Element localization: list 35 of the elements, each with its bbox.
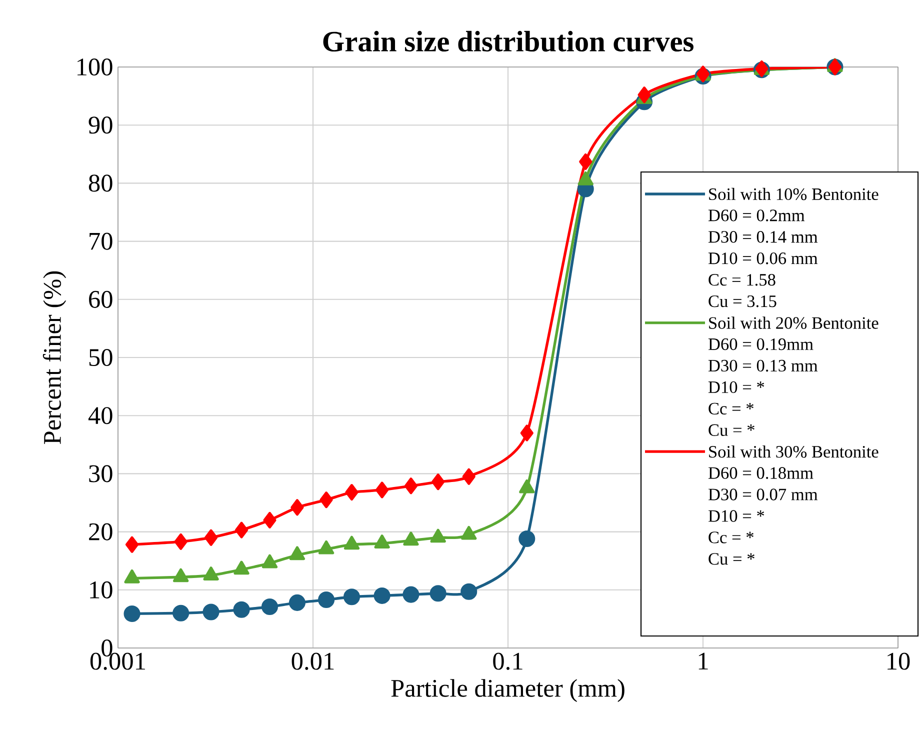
x-axis-title: Particle diameter (mm) <box>391 679 624 702</box>
y-axis-title: Percent finer (%) <box>42 271 66 444</box>
y-tick-label: 30 <box>89 465 112 482</box>
annotation: D30 = 0.14 mm <box>708 231 818 243</box>
annotation: Cu = 3.15 <box>708 295 776 308</box>
y-tick-label: 50 <box>89 348 112 366</box>
legend-label: Soil with 20% Bentonite <box>709 316 878 329</box>
chart-title: Grain size distribution curves <box>323 30 694 52</box>
y-tick-label: 20 <box>89 523 112 540</box>
y-tick-label: 80 <box>88 174 112 192</box>
annotation: D30 = 0.13 mm <box>708 360 818 372</box>
legend-label: Soil with 30% Bentonite <box>709 445 878 458</box>
annotation: Cu = * <box>708 553 754 565</box>
y-tick-label: 60 <box>89 290 112 308</box>
annotation: D60 = 0.19mm <box>708 338 814 350</box>
annotation: D10 = * <box>708 381 764 394</box>
annotation: D10 = * <box>708 510 764 522</box>
y-tick-label: 40 <box>88 407 112 424</box>
y-tick-label: 10 <box>90 581 112 598</box>
legend-label: Soil with 10% Bentonite <box>709 188 878 200</box>
annotation: D30 = 0.07 mm <box>708 488 818 500</box>
annotation: Cu = * <box>708 424 754 436</box>
y-tick-label: 100 <box>78 58 112 76</box>
annotation: Cc = * <box>708 532 754 544</box>
annotation: D60 = 0.18mm <box>708 467 814 479</box>
annotation: Cc = 1.58 <box>708 274 776 286</box>
annotation: D60 = 0.2mm <box>708 210 805 222</box>
x-tick-label: 0.01 <box>292 652 334 670</box>
annotation: D10 = 0.06 mm <box>708 252 818 264</box>
x-tick-label: 10 <box>888 652 910 670</box>
y-tick-label: 70 <box>90 232 112 250</box>
x-tick-label: 1 <box>698 652 708 670</box>
y-tick-label: 90 <box>88 116 112 134</box>
x-tick-label: 0.1 <box>493 652 522 670</box>
annotation: Cc = * <box>708 402 754 414</box>
